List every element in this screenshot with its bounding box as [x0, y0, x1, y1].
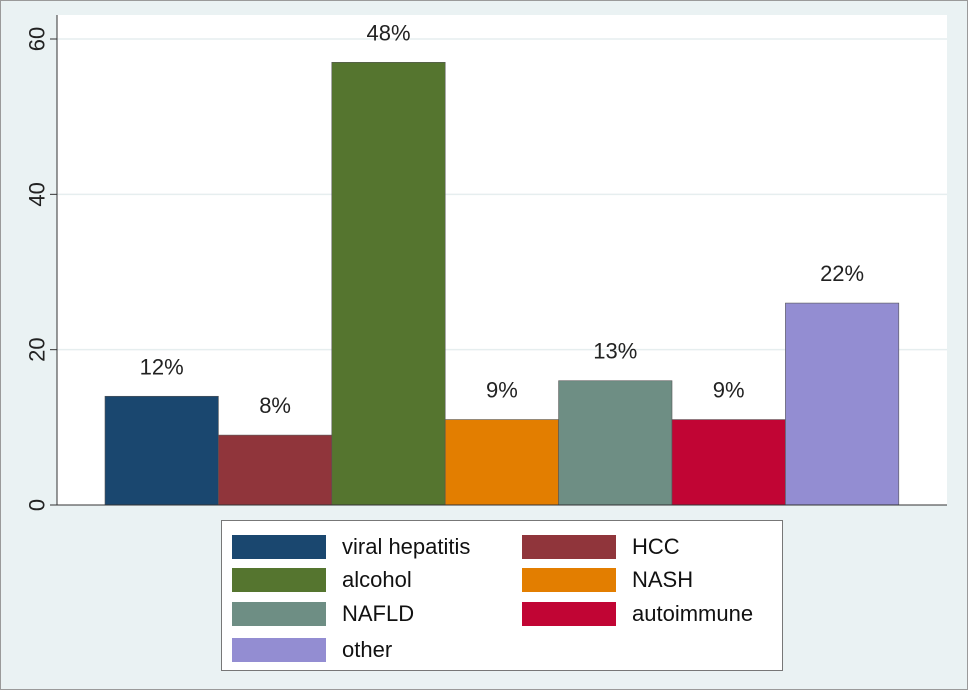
- data-label: 9%: [713, 378, 745, 403]
- legend-item: HCC: [522, 532, 680, 562]
- data-label: 9%: [486, 378, 518, 403]
- legend-swatch: [232, 535, 326, 559]
- legend-item: other: [232, 635, 392, 665]
- bar-hcc: [218, 434, 333, 506]
- y-tick-label: 60: [25, 27, 50, 51]
- legend-label: alcohol: [342, 567, 412, 592]
- legend-swatch: [522, 568, 616, 592]
- legend-label: NASH: [632, 567, 694, 592]
- bar-autoimmune: [671, 419, 786, 506]
- data-label: 8%: [259, 393, 291, 418]
- legend-swatch: [232, 638, 326, 662]
- legend-swatch: [522, 602, 616, 626]
- y-axis: 0 20 40 60: [25, 15, 947, 511]
- legend-item: viral hepatitis: [232, 532, 470, 562]
- y-tick-label: 40: [25, 182, 50, 206]
- legend-swatch: [522, 535, 616, 559]
- legend-label: HCC: [632, 534, 680, 559]
- data-label: 13%: [593, 339, 637, 364]
- legend-swatch: [232, 568, 326, 592]
- legend: viral hepatitis HCC alcohol NASH NAFLD autoim…: [221, 520, 783, 671]
- data-labels: 12% 8% 48% 9% 13% 9% 22%: [140, 20, 864, 418]
- bar-viral-hepatitis: [104, 395, 219, 506]
- bar-other: [785, 302, 900, 506]
- y-tick-label: 20: [25, 337, 50, 361]
- bars: [104, 61, 900, 506]
- data-label: 48%: [366, 20, 410, 45]
- data-label: 12%: [140, 354, 184, 379]
- legend-label: autoimmune: [632, 601, 754, 626]
- y-tick-label: 0: [25, 499, 50, 511]
- legend-label: other: [342, 637, 393, 662]
- bar-alcohol: [331, 61, 446, 506]
- legend-item: NASH: [522, 565, 693, 595]
- legend-label: viral hepatitis: [342, 534, 471, 559]
- bar-nash: [444, 419, 559, 506]
- bar-nafld: [558, 380, 673, 506]
- legend-item: alcohol: [232, 565, 412, 595]
- legend-item: NAFLD: [232, 599, 414, 629]
- legend-item: autoimmune: [522, 599, 753, 629]
- legend-swatch: [232, 602, 326, 626]
- legend-label: NAFLD: [342, 601, 415, 626]
- data-label: 22%: [820, 261, 864, 286]
